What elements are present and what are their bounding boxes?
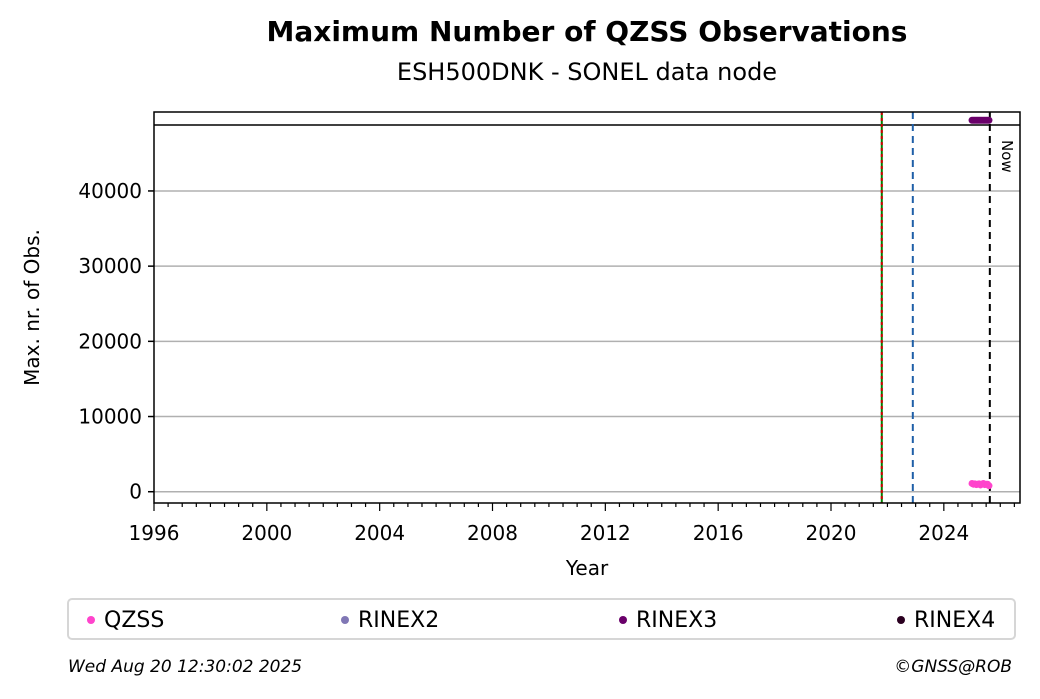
y-tick-label-20000: 20000 [78, 329, 142, 353]
legend-marker-qzss [87, 616, 95, 624]
copyright: ©GNSS@ROB [894, 657, 1012, 677]
x-tick-label-2004: 2004 [354, 521, 405, 545]
y-tick-label-0: 0 [129, 480, 142, 504]
legend-marker-rinex4 [897, 616, 905, 624]
y-tick-label-10000: 10000 [78, 405, 142, 429]
plot-frame [153, 111, 1021, 504]
x-tick-label-2000: 2000 [241, 521, 292, 545]
legend-item-qzss: QZSS [87, 606, 164, 634]
timestamp: Wed Aug 20 12:30:02 2025 [68, 657, 303, 677]
legend-label-qzss: QZSS [104, 607, 165, 633]
legend-label-rinex4: RINEX4 [914, 607, 996, 633]
data-point-rinex3 [985, 116, 993, 124]
y-tick-label-40000: 40000 [78, 179, 142, 203]
legend-marker-rinex2 [341, 616, 349, 624]
legend-item-rinex4: RINEX4 [897, 606, 995, 634]
legend-marker-rinex3 [619, 616, 627, 624]
x-tick-label-2020: 2020 [806, 521, 857, 545]
x-tick-label-2016: 2016 [693, 521, 744, 545]
y-tick-label-30000: 30000 [78, 254, 142, 278]
legend-item-rinex2: RINEX2 [341, 606, 439, 634]
chart-title: Maximum Number of QZSS Observations [266, 15, 908, 48]
now-label: Now [998, 140, 1016, 173]
legend-label-rinex2: RINEX2 [358, 607, 440, 633]
legend-label-rinex3: RINEX3 [636, 607, 718, 633]
y-axis-label: Max. nr. of Obs. [20, 229, 44, 386]
x-axis-label: Year [565, 556, 609, 580]
x-tick-label-2012: 2012 [580, 521, 631, 545]
legend-item-rinex3: RINEX3 [619, 606, 717, 634]
x-tick-label-2024: 2024 [918, 521, 969, 545]
data-point-qzss [985, 482, 993, 490]
x-tick-label-1996: 1996 [129, 521, 180, 545]
x-tick-label-2008: 2008 [467, 521, 518, 545]
chart-legend: QZSS RINEX2 RINEX3 RINEX4 [67, 598, 1016, 640]
chart-subtitle: ESH500DNK - SONEL data node [396, 58, 778, 86]
